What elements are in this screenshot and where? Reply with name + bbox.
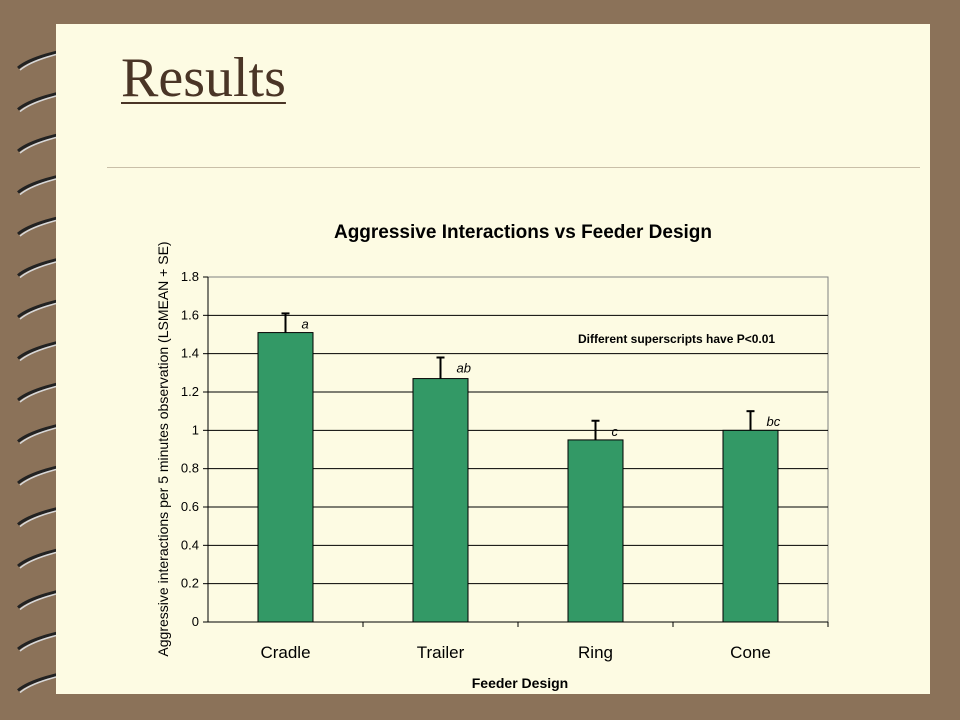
y-tick-label: 0.6 [181,499,199,514]
bar-cone [722,429,779,623]
bar-cradle [257,332,314,623]
x-tick-label: Cone [730,643,771,662]
y-tick-label: 0.8 [181,461,199,476]
superscript-label: bc [767,414,781,429]
x-axis-title: Feeder Design [472,675,568,691]
y-tick-label: 1.2 [181,384,199,399]
y-tick-label: 0 [192,614,199,629]
x-axis-labels: Cradle Trailer Ring Cone [260,622,829,662]
y-tick-label: 1.6 [181,307,199,322]
x-tick-label: Cradle [260,643,310,662]
slide-page [56,24,930,694]
y-tick-label: 1.4 [181,346,199,361]
y-axis-title: Aggressive interactions per 5 minutes ob… [155,241,171,656]
title-divider [107,167,920,168]
bar-ring [567,439,624,623]
superscript-label: ab [457,361,471,376]
significance-note: Different superscripts have P<0.01 [578,332,775,346]
superscript-label: a [302,316,309,331]
slide-title: Results [121,47,286,109]
y-tick-label: 1 [192,422,199,437]
y-tick-label: 0.2 [181,576,199,591]
bars: a ab c bc [257,312,781,623]
bar-chart: Aggressive Interactions vs Feeder Design… [155,222,829,691]
chart-title: Aggressive Interactions vs Feeder Design [334,222,712,243]
bar-trailer [412,378,469,623]
y-tick-label: 1.8 [181,269,199,284]
y-tick-label: 0.4 [181,537,199,552]
superscript-label: c [612,424,619,439]
x-tick-label: Ring [578,643,613,662]
x-tick-label: Trailer [417,643,465,662]
